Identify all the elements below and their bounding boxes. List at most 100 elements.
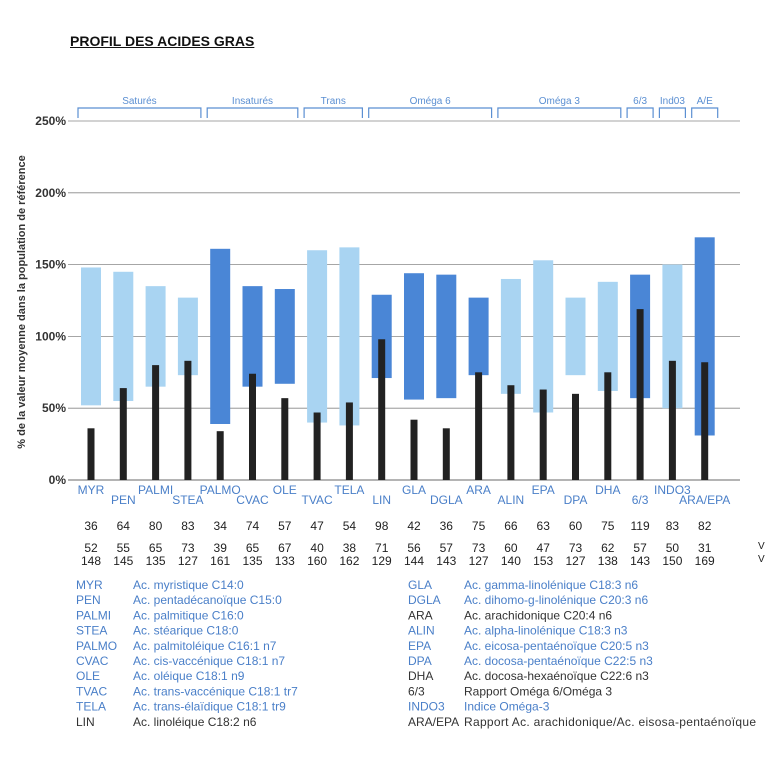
glossary-desc: Rapport Ac. arachidonique/Ac. eisosa-pen… — [464, 715, 756, 729]
glossary-desc: Ac. cis-vaccénique C18:1 n7 — [133, 654, 285, 668]
x-tick-label: PALMO — [200, 483, 241, 497]
high-label: 135 — [146, 554, 166, 568]
low-label: 73 — [181, 541, 195, 555]
group-label: Insaturés — [232, 96, 273, 107]
low-label: 65 — [149, 541, 163, 555]
high-label: 127 — [469, 554, 489, 568]
glossary-code: ALIN — [408, 624, 435, 638]
glossary-code: EPA — [408, 639, 431, 653]
glossary-code: INDO3 — [408, 700, 445, 714]
bar-tvac — [313, 412, 321, 480]
x-tick-label: TELA — [334, 483, 364, 497]
high-label: 144 — [404, 554, 424, 568]
page-title: PROFIL DES ACIDES GRAS — [70, 33, 255, 49]
group-bracket — [206, 107, 299, 118]
bar-cvac — [249, 373, 256, 480]
value-label: 64 — [117, 519, 131, 533]
y-tick-label: 250% — [35, 114, 66, 128]
group-brackets: Saturés Insaturés Trans Oméga 6 Oméga 3 6/3 In… — [77, 96, 719, 118]
group-bracket — [626, 107, 654, 118]
glossary-desc: Ac. gamma-linolénique C18:3 n6 — [464, 578, 638, 592]
low-label: 52 — [84, 541, 98, 555]
glossary-code: DHA — [408, 669, 433, 683]
high-label: 160 — [307, 554, 327, 568]
group-bracket — [658, 107, 686, 118]
x-tick-label: ALIN — [498, 493, 525, 507]
low-label: 60 — [504, 541, 518, 555]
glossary-desc: Ac. arachidonique C20:4 n6 — [464, 608, 612, 622]
low-label: 71 — [375, 541, 389, 555]
y-axis-label: % de la valeur moyenne dans la populatio… — [16, 155, 28, 448]
row-label: V — [758, 554, 765, 565]
glossary-desc: Ac. trans-élaïdique C18:1 tr9 — [133, 700, 286, 714]
value-label: 47 — [310, 519, 324, 533]
bar-palmo — [216, 431, 224, 480]
glossary-code: LIN — [76, 715, 95, 729]
range-ara — [468, 297, 489, 376]
bar-dpa — [572, 393, 579, 480]
glossary-code: PALMI — [76, 608, 111, 622]
value-label: 57 — [278, 519, 292, 533]
low-label: 50 — [666, 541, 680, 555]
value-label: 42 — [407, 519, 421, 533]
glossary-desc: Ac. oléique C18:1 n9 — [133, 669, 245, 683]
glossary-desc: Ac. dihomo-g-linolénique C20:3 n6 — [464, 593, 648, 607]
bar-stea — [184, 360, 192, 480]
bar-ara — [475, 372, 483, 480]
x-tick-label: ARA — [466, 483, 491, 497]
x-tick-label: INDO3 — [654, 483, 691, 497]
value-label: 98 — [375, 519, 389, 533]
glossary-code: PEN — [76, 593, 101, 607]
value-label: 63 — [537, 519, 551, 533]
reference-ranges — [81, 237, 715, 436]
group-label: A/E — [697, 96, 713, 107]
x-tick-label: TVAC — [302, 493, 333, 507]
glossary-desc: Rapport Oméga 6/Oméga 3 — [464, 684, 612, 698]
glossary-desc: Indice Oméga-3 — [464, 700, 550, 714]
glossary-code: GLA — [408, 578, 432, 592]
low-label: 47 — [537, 541, 551, 555]
group-bracket — [497, 107, 622, 118]
glossary-code: ARA — [408, 608, 433, 622]
high-label: 143 — [630, 554, 650, 568]
bar-alin — [507, 385, 515, 480]
bar-ole — [281, 398, 289, 480]
y-tick-label: 150% — [35, 258, 66, 272]
y-tick-label: 100% — [35, 329, 66, 343]
high-label: 153 — [533, 554, 553, 568]
range-indo3 — [662, 264, 683, 409]
group-bracket — [368, 107, 493, 118]
range-tela — [339, 247, 360, 426]
range-gla — [404, 273, 424, 400]
group-label: Ind03 — [660, 96, 685, 107]
range-dgla — [436, 274, 457, 399]
low-label: 40 — [310, 541, 324, 555]
glossary-desc: Ac. linoléique C18:2 n6 — [133, 715, 257, 729]
group-label: Saturés — [122, 96, 156, 107]
glossary-code: DPA — [408, 654, 432, 668]
glossary-code: TVAC — [76, 684, 107, 698]
x-tick-label: 6/3 — [632, 493, 649, 507]
glossary-desc: Ac. pentadécanoïque C15:0 — [133, 593, 282, 607]
glossary-desc: Ac. palmitique C16:0 — [133, 608, 244, 622]
high-label: 140 — [501, 554, 521, 568]
y-tick-labels: 0% 50% 100% 150% 200% 250% — [35, 114, 66, 487]
glossary-desc: Ac. docosa-hexaénoïque C22:6 n3 — [464, 669, 649, 683]
group-label: Oméga 3 — [539, 96, 581, 107]
bar-pen — [119, 388, 127, 480]
group-bracket — [77, 107, 202, 118]
low-label: 56 — [407, 541, 421, 555]
x-tick-label: MYR — [78, 483, 105, 497]
value-label: 54 — [343, 519, 357, 533]
value-label: 83 — [666, 519, 680, 533]
bar-palmi — [152, 365, 160, 480]
high-label: 169 — [695, 554, 715, 568]
high-label: 145 — [113, 554, 133, 568]
glossary-code: OLE — [76, 669, 100, 683]
bar-tela — [345, 402, 353, 480]
low-label: 65 — [246, 541, 260, 555]
high-label: 148 — [81, 554, 101, 568]
range-palmi — [145, 286, 166, 387]
high-label: 150 — [662, 554, 682, 568]
